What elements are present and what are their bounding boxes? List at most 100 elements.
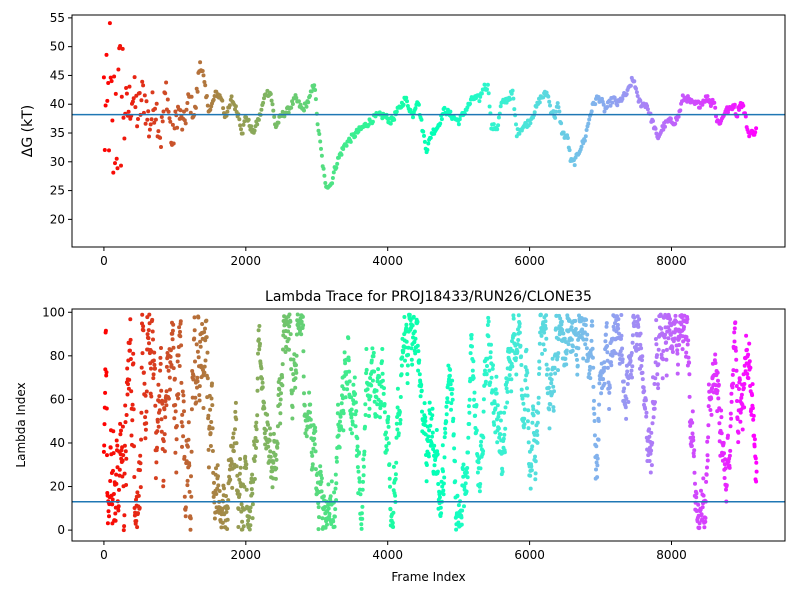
lambda-point (134, 497, 138, 502)
lambda-point (368, 376, 373, 380)
lambda-point (171, 366, 176, 371)
lambda-point (674, 319, 679, 324)
dg-point (227, 103, 232, 108)
lambda-point (706, 382, 711, 387)
lambda-point (354, 409, 359, 414)
lambda-point (119, 428, 123, 433)
lambda-point (649, 448, 654, 453)
dg-point (512, 107, 517, 112)
lambda-point (584, 346, 589, 351)
lambda-point (496, 414, 501, 419)
lambda-point (173, 450, 178, 455)
y-tick-label: 25 (50, 184, 65, 198)
lambda-point (736, 440, 741, 445)
lambda-point (637, 317, 642, 322)
lambda-point (360, 504, 365, 509)
lambda-point (234, 417, 239, 422)
lambda-point (449, 391, 454, 396)
dg-point (615, 103, 620, 108)
lambda-point (347, 369, 352, 374)
lambda-point (103, 390, 108, 395)
lambda-point (553, 371, 558, 376)
lambda-point (403, 358, 407, 363)
lambda-point (630, 364, 635, 369)
lambda-point (695, 508, 699, 513)
lambda-point (735, 417, 740, 421)
lambda-point (241, 524, 246, 529)
lambda-point (732, 326, 737, 331)
lambda-point (620, 346, 625, 351)
lambda-point (343, 361, 348, 366)
lambda-point (299, 332, 304, 337)
lambda-point (329, 479, 334, 484)
lambda-point (182, 454, 187, 459)
lambda-point (105, 453, 109, 458)
lambda-point (318, 464, 323, 469)
dg-point (319, 146, 323, 151)
dg-point (422, 139, 427, 144)
dg-point (456, 122, 461, 127)
lambda-point (393, 493, 398, 498)
lambda-point (454, 527, 459, 532)
lambda-point (604, 321, 609, 326)
lambda-point (628, 372, 633, 377)
lambda-point (250, 472, 255, 477)
lambda-point (212, 516, 217, 521)
lambda-point (253, 436, 258, 440)
lambda-point (466, 404, 471, 409)
dg-point (140, 79, 145, 84)
lambda-point (489, 375, 494, 380)
lambda-point (450, 387, 455, 392)
lambda-point (650, 440, 655, 445)
lambda-point (558, 316, 563, 321)
lambda-point (268, 449, 273, 454)
lambda-point (410, 323, 415, 328)
lambda-point (294, 353, 299, 358)
lambda-point (286, 337, 291, 341)
lambda-point (101, 449, 106, 454)
lambda-point (533, 477, 538, 482)
lambda-point (479, 439, 484, 444)
lambda-point (603, 339, 608, 344)
dg-point (118, 44, 123, 48)
dg-point (147, 134, 151, 139)
lambda-point (147, 341, 151, 346)
lambda-point (649, 430, 654, 435)
lambda-point (603, 332, 608, 337)
lambda-point (239, 502, 244, 507)
lambda-point (328, 494, 333, 499)
lambda-point (456, 503, 461, 508)
lambda-point (332, 524, 337, 529)
lambda-y-ticks: 0 20 40 60 80 100 (42, 305, 72, 537)
lambda-point (290, 405, 295, 409)
lambda-point (607, 390, 612, 395)
lambda-point (424, 479, 429, 484)
lambda-point (716, 396, 721, 401)
lambda-point (721, 440, 726, 445)
dg-point (270, 102, 275, 107)
dg-point (237, 117, 242, 122)
lambda-point (566, 342, 571, 347)
dg-point (486, 91, 491, 96)
lambda-point (483, 368, 487, 373)
dg-point (608, 103, 613, 108)
lambda-point (542, 330, 547, 335)
lambda-point (684, 320, 689, 325)
lambda-point (563, 356, 568, 361)
lambda-point (159, 388, 164, 393)
lambda-point (361, 464, 366, 469)
lambda-point (268, 454, 273, 459)
lambda-point (417, 358, 422, 363)
lambda-point (175, 359, 180, 364)
lambda-point (270, 469, 275, 474)
dg-point (632, 79, 637, 84)
lambda-point (252, 459, 257, 463)
lambda-point (754, 460, 759, 465)
dg-point (344, 143, 349, 148)
lambda-point (191, 377, 196, 382)
lambda-point (706, 404, 711, 409)
lambda-point (434, 428, 439, 432)
lambda-point (470, 344, 474, 349)
lambda-point (544, 362, 549, 367)
lambda-point (510, 364, 515, 369)
